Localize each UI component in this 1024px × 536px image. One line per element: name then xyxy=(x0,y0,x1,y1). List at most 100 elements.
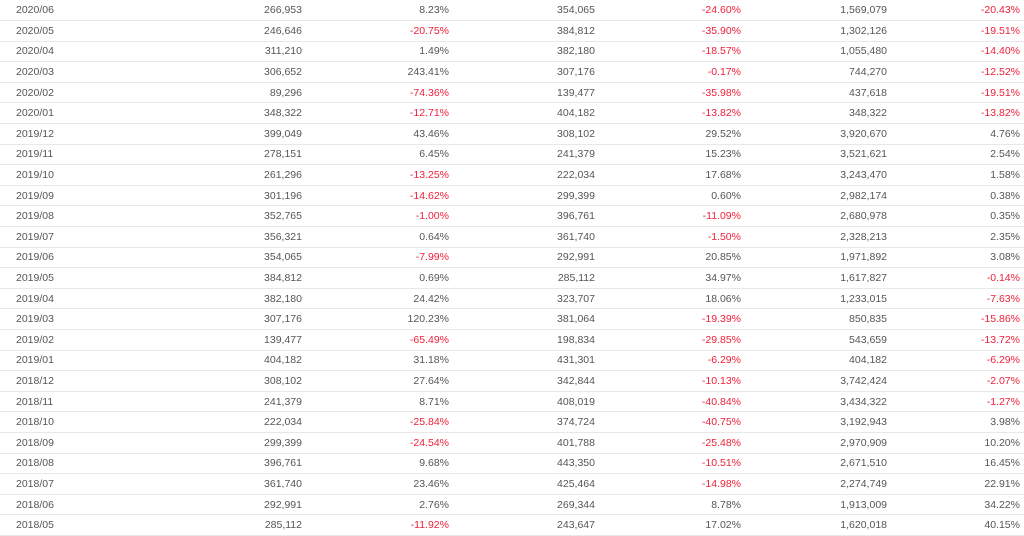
month-label: 2019/07 xyxy=(16,230,54,243)
cumulative-value-cell: 3,243,470 xyxy=(741,164,887,186)
table-row: 2018/09 299,399 -24.54% 401,788 -25.48% 2,970… xyxy=(0,432,1024,454)
cumulative-value-cell: 1,055,480 xyxy=(741,41,887,63)
value-cell: 354,065 xyxy=(449,0,595,22)
change-pct-cell: -13.25% xyxy=(302,164,449,186)
change-pct-cell: 6.45% xyxy=(302,144,449,166)
change-pct-cell: 31.18% xyxy=(302,350,449,372)
change-pct-cell: -40.75% xyxy=(595,411,741,433)
month-cell: 2019/01 xyxy=(0,350,90,372)
value-cell: 396,761 xyxy=(90,453,302,475)
table-row: 2020/05 246,646 -20.75% 384,812 -35.90% 1,302… xyxy=(0,20,1024,42)
value-cell: 241,379 xyxy=(90,391,302,413)
table-row: 2020/06 266,953 8.23% 354,065 -24.60% 1,569,0… xyxy=(0,0,1024,22)
month-label: 2018/06 xyxy=(16,498,54,511)
cumulative-value-cell: 543,659 xyxy=(741,329,887,351)
value-cell: 443,350 xyxy=(449,453,595,475)
cumulative-value-cell: 1,569,079 xyxy=(741,0,887,22)
value-cell: 292,991 xyxy=(449,247,595,269)
change-pct-cell: 0.69% xyxy=(302,267,449,289)
month-label: 2019/05 xyxy=(16,272,54,285)
month-label: 2019/03 xyxy=(16,313,54,326)
month-cell: 2020/02 xyxy=(0,82,90,104)
month-cell: 2019/10 xyxy=(0,164,90,186)
value-cell: 307,176 xyxy=(90,308,302,330)
change-pct-cell: -14.62% xyxy=(302,185,449,207)
cumulative-change-pct-cell: 4.76% xyxy=(887,123,1024,145)
value-cell: 222,034 xyxy=(90,411,302,433)
value-cell: 299,399 xyxy=(90,432,302,454)
change-pct-cell: -6.29% xyxy=(595,350,741,372)
value-cell: 241,379 xyxy=(449,144,595,166)
month-label: 2020/06 xyxy=(16,4,54,17)
value-cell: 361,740 xyxy=(449,226,595,248)
cumulative-change-pct-cell: -20.43% xyxy=(887,0,1024,22)
cumulative-change-pct-cell: 3.98% xyxy=(887,411,1024,433)
change-pct-cell: 27.64% xyxy=(302,370,449,392)
cumulative-change-pct-cell: 0.38% xyxy=(887,185,1024,207)
month-label: 2019/08 xyxy=(16,210,54,223)
change-pct-cell: 2.76% xyxy=(302,494,449,516)
cumulative-change-pct-cell: -7.63% xyxy=(887,288,1024,310)
value-cell: 89,296 xyxy=(90,82,302,104)
cumulative-value-cell: 3,434,322 xyxy=(741,391,887,413)
cumulative-change-pct-cell: -13.72% xyxy=(887,329,1024,351)
cumulative-value-cell: 850,835 xyxy=(741,308,887,330)
change-pct-cell: 8.78% xyxy=(595,494,741,516)
month-label: 2020/02 xyxy=(16,86,54,99)
month-label: 2019/06 xyxy=(16,251,54,264)
cumulative-change-pct-cell: -13.82% xyxy=(887,102,1024,125)
month-label: 2018/08 xyxy=(16,457,54,470)
cumulative-change-pct-cell: 0.35% xyxy=(887,205,1024,228)
month-label: 2019/02 xyxy=(16,333,54,346)
month-cell: 2019/12 xyxy=(0,123,90,145)
change-pct-cell: -24.60% xyxy=(595,0,741,22)
cumulative-value-cell: 1,913,009 xyxy=(741,494,887,516)
value-cell: 431,301 xyxy=(449,350,595,372)
table-row: 2018/11 241,379 8.71% 408,019 -40.84% 3,434,3… xyxy=(0,391,1024,413)
month-label: 2019/04 xyxy=(16,292,54,305)
change-pct-cell: -25.84% xyxy=(302,411,449,433)
cumulative-change-pct-cell: 22.91% xyxy=(887,473,1024,495)
value-cell: 382,180 xyxy=(90,288,302,310)
change-pct-cell: -40.84% xyxy=(595,391,741,413)
change-pct-cell: -35.98% xyxy=(595,82,741,104)
month-cell: 2019/03 xyxy=(0,308,90,330)
change-pct-cell: -24.54% xyxy=(302,432,449,454)
value-cell: 311,210 xyxy=(90,41,302,63)
month-label: 2019/12 xyxy=(16,127,54,140)
cumulative-change-pct-cell: -2.07% xyxy=(887,370,1024,392)
value-cell: 261,296 xyxy=(90,164,302,186)
value-cell: 222,034 xyxy=(449,164,595,186)
value-cell: 399,049 xyxy=(90,123,302,145)
month-cell: 2018/10 xyxy=(0,411,90,433)
month-cell: 2018/12 xyxy=(0,370,90,392)
cumulative-change-pct-cell: 34.22% xyxy=(887,494,1024,516)
month-cell: 2020/06 xyxy=(0,0,90,22)
value-cell: 404,182 xyxy=(90,350,302,372)
table-row: 2018/07 361,740 23.46% 425,464 -14.98% 2,274,… xyxy=(0,473,1024,495)
cumulative-value-cell: 1,971,892 xyxy=(741,247,887,269)
value-cell: 408,019 xyxy=(449,391,595,413)
value-cell: 307,176 xyxy=(449,61,595,83)
change-pct-cell: 34.97% xyxy=(595,267,741,289)
cumulative-change-pct-cell: -19.51% xyxy=(887,20,1024,42)
cumulative-value-cell: 2,970,909 xyxy=(741,432,887,454)
value-cell: 384,812 xyxy=(449,20,595,42)
cumulative-value-cell: 404,182 xyxy=(741,350,887,372)
month-cell: 2018/06 xyxy=(0,494,90,516)
value-cell: 139,477 xyxy=(90,329,302,351)
cumulative-change-pct-cell: -0.14% xyxy=(887,267,1024,289)
value-cell: 401,788 xyxy=(449,432,595,454)
change-pct-cell: 9.68% xyxy=(302,453,449,475)
cumulative-value-cell: 1,617,827 xyxy=(741,267,887,289)
cumulative-change-pct-cell: -14.40% xyxy=(887,41,1024,63)
cumulative-change-pct-cell: 16.45% xyxy=(887,453,1024,475)
cumulative-change-pct-cell: 2.54% xyxy=(887,144,1024,166)
value-cell: 425,464 xyxy=(449,473,595,495)
value-cell: 382,180 xyxy=(449,41,595,63)
value-cell: 246,646 xyxy=(90,20,302,42)
table-row: 2020/01 348,322 -12.71% 404,182 -13.82% 348,3… xyxy=(0,102,1024,125)
value-cell: 266,953 xyxy=(90,0,302,22)
month-label: 2019/10 xyxy=(16,169,54,182)
